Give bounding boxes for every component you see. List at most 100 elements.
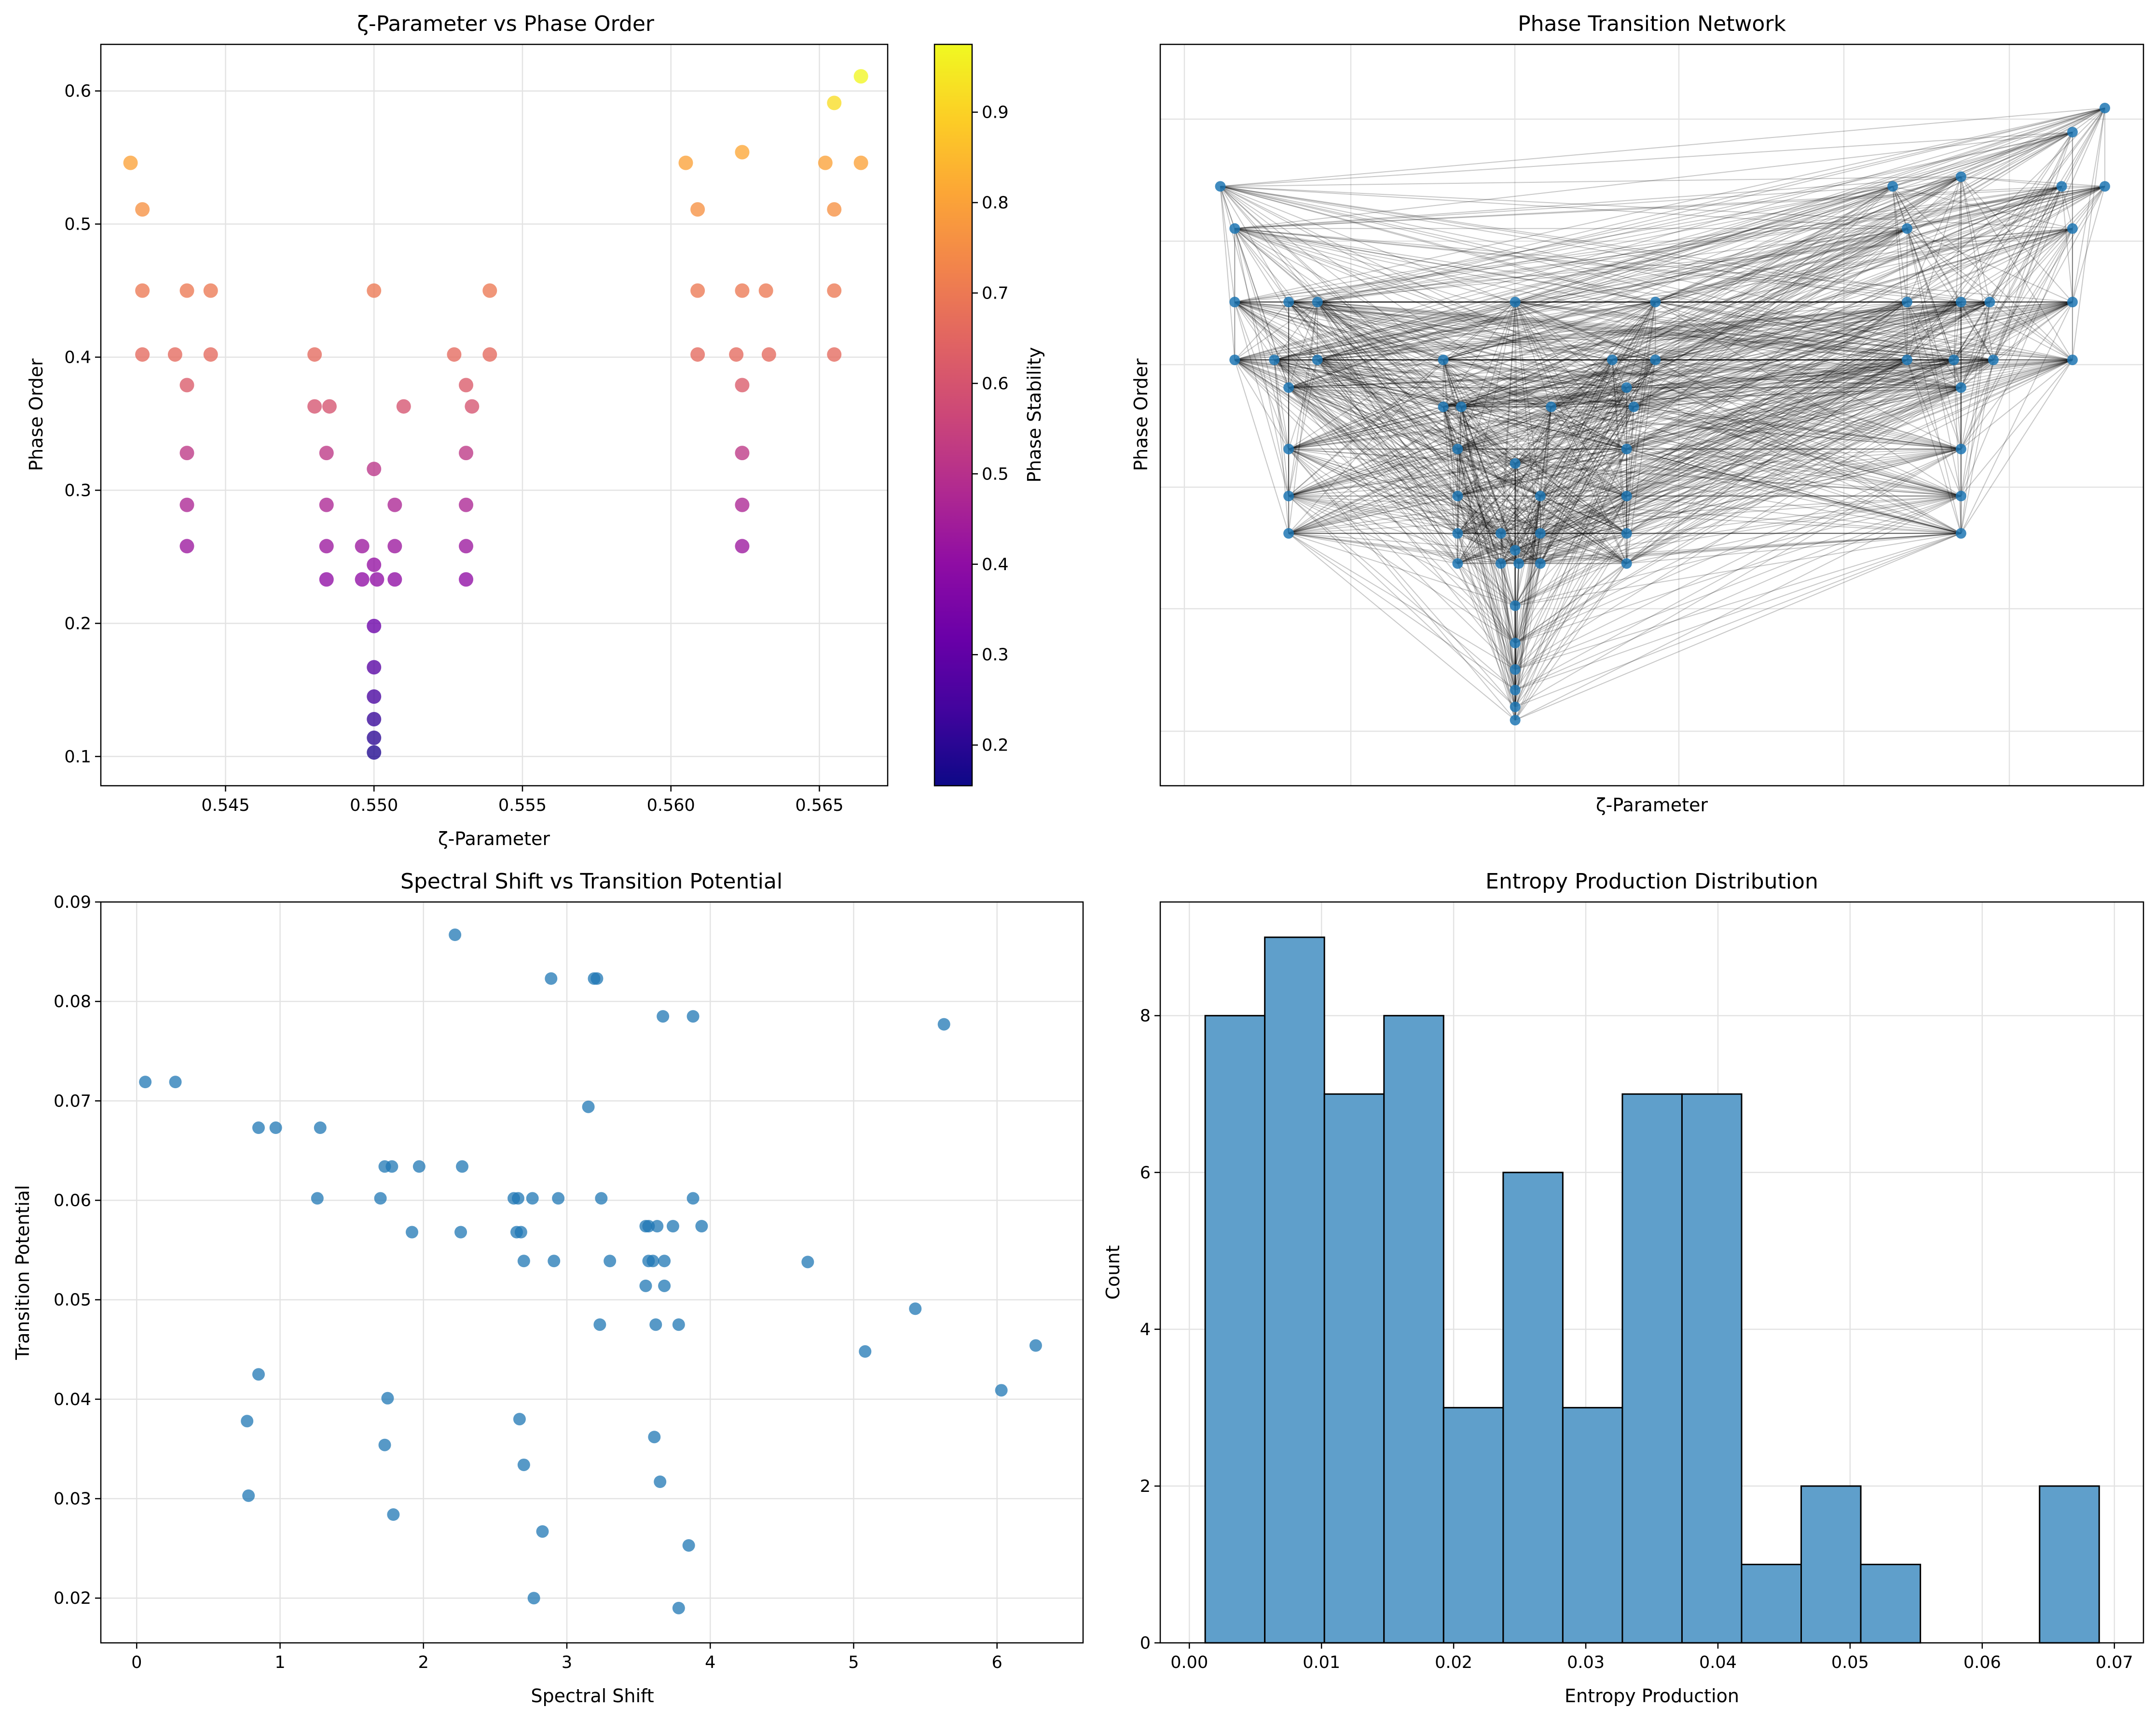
network-edge: [1235, 186, 1893, 229]
network-edge: [1443, 186, 1893, 408]
network-node: [1535, 558, 1546, 569]
network-edge: [1317, 359, 1516, 643]
network-edge: [1540, 387, 1627, 496]
network-edge: [1540, 533, 1627, 564]
data-point: [482, 347, 497, 362]
network-edge: [2072, 108, 2105, 360]
network-edge: [1551, 407, 1627, 564]
data-point: [735, 145, 750, 160]
network-edge: [1515, 301, 2073, 464]
network-edge: [1892, 186, 1908, 360]
network-edge: [1461, 359, 1954, 408]
network-edge: [1515, 228, 1908, 464]
network-edge: [1317, 186, 2062, 303]
network-edge: [1514, 407, 1634, 707]
network-edge: [1515, 301, 1656, 361]
network-edge: [1500, 301, 2073, 534]
network-edge: [1457, 407, 1462, 533]
network-node: [1510, 664, 1521, 675]
network-edge: [1457, 549, 1515, 564]
network-edge: [1960, 177, 1994, 360]
network-edge: [1457, 533, 1516, 707]
network-edge: [1235, 359, 1961, 450]
colorbar-tick-label: 0.4: [982, 555, 1009, 574]
network-edge: [1611, 359, 1634, 407]
network-edge: [1457, 533, 1541, 564]
network-edge: [1551, 406, 1627, 497]
network-edge: [1457, 449, 1501, 564]
network-edge: [1655, 301, 1962, 450]
network-edge: [1612, 301, 1961, 361]
network-node: [1650, 297, 1661, 308]
network-edge: [1540, 359, 1908, 564]
network-node: [2099, 181, 2110, 192]
network-edge: [1515, 359, 1994, 606]
data-point: [179, 497, 194, 512]
network-edge: [1317, 301, 1444, 360]
network-node: [1269, 355, 1280, 366]
network-node: [1607, 355, 1618, 366]
x-axis-label: Entropy Production: [1565, 1685, 1739, 1707]
network-edge: [1288, 301, 1908, 497]
data-point: [672, 1601, 685, 1614]
network-edge: [1960, 228, 2073, 450]
network-edge: [1655, 301, 1961, 361]
network-edge: [1457, 359, 2073, 450]
network-edge: [1960, 108, 2105, 388]
plot-frame: [100, 43, 889, 787]
network-edge: [1274, 359, 1516, 606]
network-edge: [1442, 407, 1458, 496]
network-edge: [2072, 108, 2105, 133]
network-edge: [1234, 359, 1541, 564]
histogram-bar: [1860, 1563, 1922, 1644]
network-edge: [1274, 359, 1290, 450]
data-point: [545, 972, 558, 985]
x-tick-label: 0: [131, 1653, 142, 1672]
network-edge: [1274, 301, 1961, 361]
network-edge: [1235, 228, 1613, 361]
network-edge: [1234, 301, 1458, 564]
network-edge: [1317, 359, 1443, 408]
data-point: [135, 347, 150, 362]
network-edge: [1288, 301, 1318, 388]
network-edge: [1961, 359, 2073, 450]
x-tick-label: 5: [848, 1653, 859, 1672]
network-edge: [1317, 359, 1634, 408]
data-point: [412, 1160, 426, 1173]
data-point: [459, 539, 474, 554]
network-edge: [1235, 186, 1893, 303]
network-edge: [1515, 359, 1908, 551]
network-edge: [1457, 448, 1961, 534]
network-edge: [1551, 132, 2073, 408]
network-edge: [1960, 186, 2105, 450]
data-point: [735, 539, 750, 554]
network-edge: [1317, 301, 1627, 497]
network-edge: [1234, 359, 1289, 450]
data-point: [658, 1255, 671, 1268]
data-point: [367, 712, 382, 727]
network-edge: [1514, 563, 1541, 643]
network-edge: [1540, 301, 2073, 497]
network-edge: [1274, 359, 1443, 408]
network-edge: [2061, 186, 2073, 302]
network-edge: [1288, 448, 1458, 497]
network-edge: [1317, 301, 1458, 564]
data-point: [123, 155, 138, 170]
network-edge: [1461, 301, 1656, 408]
network-edge: [1515, 463, 1627, 534]
network-edge: [1457, 359, 1908, 564]
network-edge: [1515, 359, 2073, 644]
network-edge: [1655, 108, 2105, 360]
x-tick-label: 0.01: [1303, 1653, 1340, 1672]
network-edge: [1317, 359, 1462, 408]
network-edge: [1655, 176, 1962, 360]
colorbar-tick-label: 0.6: [982, 374, 1009, 394]
data-point: [827, 283, 842, 298]
network-node: [1283, 297, 1294, 308]
plot-frame: [1159, 901, 2144, 1644]
network-edge: [1274, 301, 1656, 361]
network-edge: [1634, 359, 1994, 408]
network-edge: [1235, 228, 2073, 361]
grid: [101, 901, 1083, 1643]
data-point: [387, 572, 402, 587]
